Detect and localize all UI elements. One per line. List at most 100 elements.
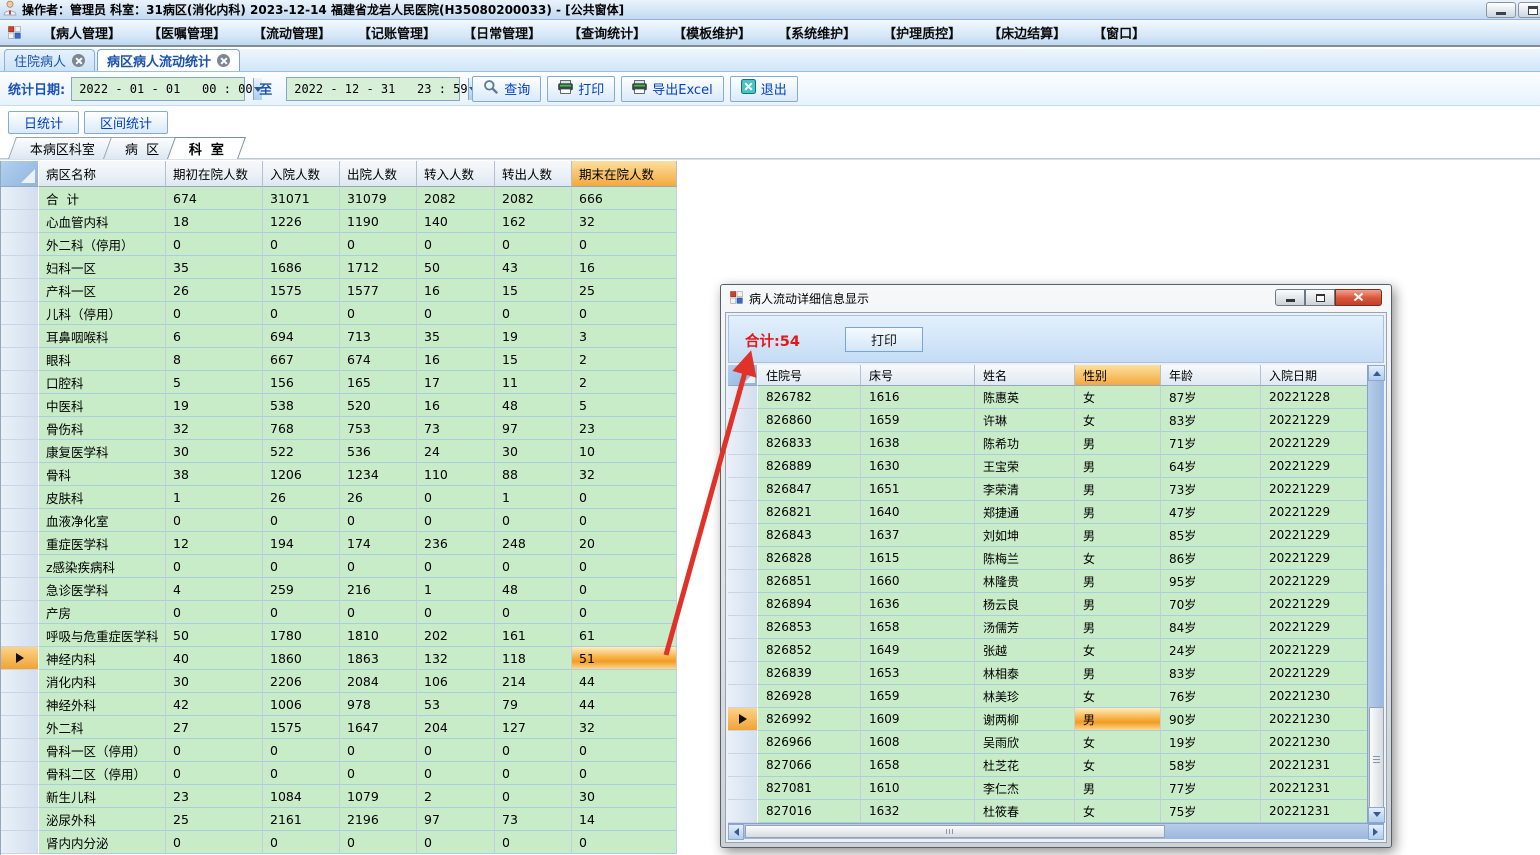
table-cell[interactable]: 1 xyxy=(166,486,263,509)
table-cell[interactable]: 0 xyxy=(495,509,572,532)
table-cell[interactable]: 呼吸与危重症医学科 xyxy=(39,624,166,647)
table-cell[interactable]: 202 xyxy=(417,624,495,647)
table-cell[interactable]: 0 xyxy=(166,302,263,325)
table-cell[interactable]: 许琳 xyxy=(975,409,1075,432)
table-cell[interactable]: 48 xyxy=(495,394,572,417)
table-cell[interactable]: 1658 xyxy=(861,616,975,639)
table-cell[interactable]: 林相泰 xyxy=(975,662,1075,685)
table-cell[interactable]: 20 xyxy=(572,532,677,555)
table-row[interactable]: 826843 1637 刘如坤男 85岁 20221229 xyxy=(728,524,1373,547)
table-cell[interactable]: 47岁 xyxy=(1161,501,1261,524)
table-cell[interactable]: 1190 xyxy=(340,210,417,233)
table-cell[interactable]: 0 xyxy=(417,739,495,762)
table-cell[interactable]: 0 xyxy=(495,762,572,785)
table-cell[interactable]: 女 xyxy=(1075,800,1161,823)
table-cell[interactable]: 0 xyxy=(340,233,417,256)
vertical-scrollbar-thumb[interactable] xyxy=(1369,707,1384,815)
table-cell[interactable]: 0 xyxy=(572,555,677,578)
table-cell[interactable]: 79 xyxy=(495,693,572,716)
table-cell[interactable]: 1615 xyxy=(861,547,975,570)
table-cell[interactable]: 1659 xyxy=(861,685,975,708)
table-cell[interactable]: 24岁 xyxy=(1161,639,1261,662)
table-cell[interactable]: 25 xyxy=(166,808,263,831)
table-cell[interactable]: 男 xyxy=(1075,662,1161,685)
table-cell[interactable]: 70岁 xyxy=(1161,593,1261,616)
table-cell[interactable]: 538 xyxy=(263,394,340,417)
table-cell[interactable]: 522 xyxy=(263,440,340,463)
row-selector-cell[interactable] xyxy=(1,831,39,854)
table-cell[interactable]: 李仁杰 xyxy=(975,777,1075,800)
table-cell[interactable]: 心血管内科 xyxy=(39,210,166,233)
table-cell[interactable]: 谢两柳 xyxy=(975,708,1075,731)
row-selector-cell[interactable] xyxy=(728,616,758,639)
table-cell[interactable]: 女 xyxy=(1075,754,1161,777)
date-to-input[interactable]: 2022 - 12 - 31 23 : 59 xyxy=(286,76,477,101)
table-cell[interactable]: 71岁 xyxy=(1161,432,1261,455)
table-row[interactable]: 826833 1638 陈希功男 71岁 20221229 xyxy=(728,432,1373,455)
column-header[interactable]: 病区名称 xyxy=(39,161,166,187)
table-cell[interactable]: 18 xyxy=(166,210,263,233)
table-cell[interactable]: 0 xyxy=(572,302,677,325)
table-cell[interactable]: 118 xyxy=(495,647,572,670)
table-cell[interactable]: 20221228 xyxy=(1261,386,1373,409)
row-selector-cell[interactable] xyxy=(1,463,39,486)
table-cell[interactable]: 110 xyxy=(417,463,495,486)
table-cell[interactable]: 826843 xyxy=(758,524,861,547)
table-cell[interactable]: 郑捷通 xyxy=(975,501,1075,524)
table-cell[interactable]: 83岁 xyxy=(1161,409,1261,432)
table-cell[interactable]: 0 xyxy=(495,555,572,578)
table-row[interactable]: 826847 1651 李荣清男 73岁 20221229 xyxy=(728,478,1373,501)
table-cell[interactable]: 19岁 xyxy=(1161,731,1261,754)
table-cell[interactable]: 666 xyxy=(572,187,677,210)
table-cell[interactable]: 0 xyxy=(340,601,417,624)
table-cell[interactable]: 44 xyxy=(572,693,677,716)
table-cell[interactable]: 20221231 xyxy=(1261,800,1373,823)
table-cell[interactable]: 20221229 xyxy=(1261,593,1373,616)
table-cell[interactable]: 女 xyxy=(1075,731,1161,754)
dialog-titlebar[interactable]: 病人流动详细信息显示 xyxy=(721,285,1391,312)
table-cell[interactable]: 男 xyxy=(1075,524,1161,547)
table-cell[interactable]: 26 xyxy=(166,279,263,302)
table-cell[interactable]: 0 xyxy=(417,233,495,256)
row-selector-cell[interactable] xyxy=(1,647,39,670)
table-cell[interactable]: 1653 xyxy=(861,662,975,685)
table-cell[interactable]: 30 xyxy=(166,670,263,693)
table-cell[interactable]: 男 xyxy=(1075,455,1161,478)
table-cell[interactable]: 3 xyxy=(572,325,677,348)
row-selector-cell[interactable] xyxy=(728,386,758,409)
table-cell[interactable]: 李荣清 xyxy=(975,478,1075,501)
row-selector-cell[interactable] xyxy=(1,670,39,693)
horizontal-scrollbar[interactable] xyxy=(728,823,1384,840)
table-cell[interactable]: 20221230 xyxy=(1261,685,1373,708)
table-cell[interactable]: 0 xyxy=(263,302,340,325)
table-row[interactable]: 中医科 19 538 520 16 48 5 xyxy=(1,394,678,417)
table-cell[interactable]: 外二科（停用） xyxy=(39,233,166,256)
table-cell[interactable]: 753 xyxy=(340,417,417,440)
table-cell[interactable]: 重症医学科 xyxy=(39,532,166,555)
table-row[interactable]: 神经内科 40 1860 1863 132 118 51 xyxy=(1,647,678,670)
column-header[interactable]: 入院日期 xyxy=(1261,365,1373,386)
table-cell[interactable]: 44 xyxy=(572,670,677,693)
table-cell[interactable]: 827066 xyxy=(758,754,861,777)
table-cell[interactable]: 1649 xyxy=(861,639,975,662)
table-cell[interactable]: 0 xyxy=(340,509,417,532)
table-cell[interactable]: 5 xyxy=(572,394,677,417)
table-cell[interactable]: 1608 xyxy=(861,731,975,754)
table-row[interactable]: 康复医学科 30 522 536 24 30 10 xyxy=(1,440,678,463)
column-header[interactable]: 期末在院人数 xyxy=(572,161,677,187)
table-cell[interactable]: 骨伤科 xyxy=(39,417,166,440)
vertical-scrollbar[interactable] xyxy=(1367,365,1385,823)
table-cell[interactable]: 826782 xyxy=(758,386,861,409)
row-selector-cell[interactable] xyxy=(728,593,758,616)
table-cell[interactable]: 1616 xyxy=(861,386,975,409)
table-cell[interactable]: 15 xyxy=(495,279,572,302)
table-cell[interactable]: 19 xyxy=(166,394,263,417)
table-row[interactable]: 826860 1659 许琳女 83岁 20221229 xyxy=(728,409,1373,432)
table-row[interactable]: 神经外科 42 1006 978 53 79 44 xyxy=(1,693,678,716)
table-cell[interactable]: 1632 xyxy=(861,800,975,823)
table-cell[interactable]: 248 xyxy=(495,532,572,555)
exit-button[interactable]: 退出 xyxy=(729,75,798,102)
table-row[interactable]: 血液净化室 0 0 0 0 0 0 xyxy=(1,509,678,532)
table-cell[interactable]: 12 xyxy=(166,532,263,555)
table-cell[interactable]: 23 xyxy=(572,417,677,440)
